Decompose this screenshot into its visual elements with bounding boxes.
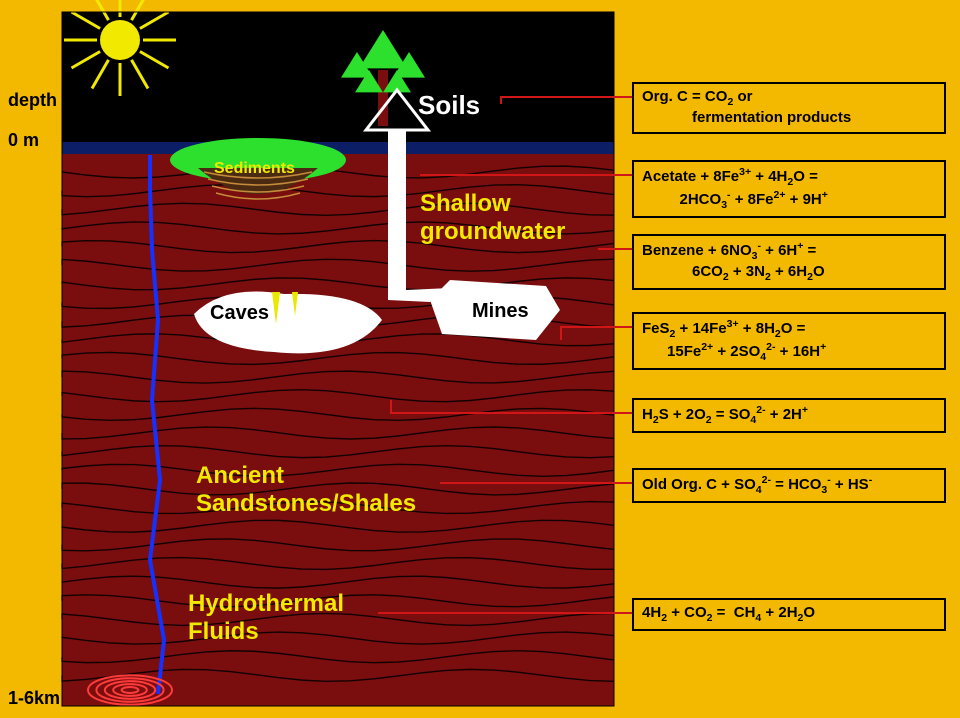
connector-soils-v: [500, 96, 502, 104]
depth-bottom: 1-6km: [8, 688, 60, 709]
connector-soils: [500, 96, 632, 98]
depth-title: depth: [8, 90, 57, 111]
connector-h2s-v: [390, 400, 392, 412]
eq-soils: Org. C = CO2 or fermentation products: [632, 82, 946, 134]
connector-benzene: [598, 248, 632, 250]
diagram-root: depth 0 m 1-6km Soils Sediments Shallowgro…: [0, 0, 960, 718]
label-sediments: Sediments: [214, 160, 295, 178]
connector-fes2-v: [560, 326, 562, 340]
label-hydro_1: Hydrothermal: [188, 590, 344, 618]
connector-oldc: [440, 482, 632, 484]
label-caves: Caves: [210, 302, 269, 325]
label-mines: Mines: [472, 300, 529, 323]
depth-zero: 0 m: [8, 130, 39, 151]
connector-acetate: [420, 174, 632, 176]
label-ancient_2: Sandstones/Shales: [196, 490, 416, 518]
eq-fes2: FeS2 + 14Fe3+ + 8H2O = 15Fe2+ + 2SO42- +…: [632, 312, 946, 370]
connector-fes2: [560, 326, 632, 328]
label-ancient_1: Ancient: [196, 462, 284, 490]
connector-h2s: [390, 412, 632, 414]
label-hydro_2: Fluids: [188, 618, 259, 646]
eq-methane: 4H2 + CO2 = CH4 + 2H2O: [632, 598, 946, 631]
eq-acetate: Acetate + 8Fe3+ + 4H2O = 2HCO3- + 8Fe2+ …: [632, 160, 946, 218]
label-shallow_gw_2: groundwater: [420, 218, 565, 246]
label-soils: Soils: [418, 90, 480, 121]
eq-benzene: Benzene + 6NO3- + 6H+ = 6CO2 + 3N2 + 6H2…: [632, 234, 946, 290]
eq-h2s: H2S + 2O2 = SO42- + 2H+: [632, 398, 946, 433]
label-shallow_gw_1: Shallow: [420, 190, 511, 218]
eq-oldc: Old Org. C + SO42- = HCO3- + HS-: [632, 468, 946, 503]
connector-methane: [378, 612, 632, 614]
